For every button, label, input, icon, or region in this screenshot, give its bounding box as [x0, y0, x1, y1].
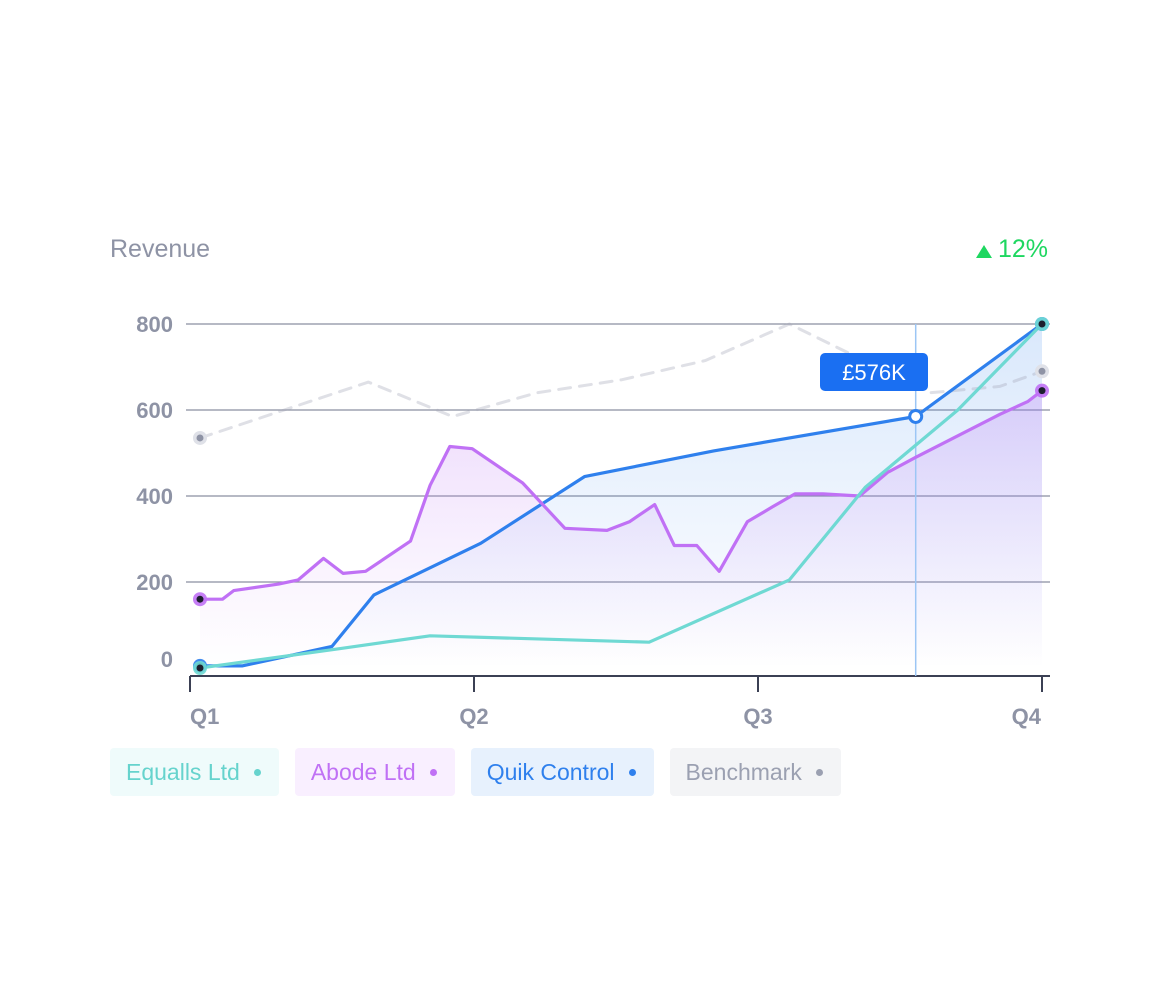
series-point-center [1038, 320, 1046, 328]
series-point-center [1038, 387, 1046, 395]
x-tick-label: Q4 [1012, 704, 1042, 729]
y-axis-ticks: 0 200 400 600 800 [136, 312, 173, 672]
x-axis [189, 675, 1050, 692]
legend-label: Abode Ltd [310, 758, 416, 785]
area-fill-abode-ltd [200, 390, 1042, 668]
legend-dot-icon [429, 768, 437, 776]
series-point-center [196, 595, 204, 603]
chart-title: Revenue [110, 235, 210, 263]
legend-dot-icon [253, 768, 261, 776]
series-line-abode-ltd [198, 389, 1044, 601]
tooltip-box [820, 353, 928, 391]
x-tick-label: Q3 [743, 704, 772, 729]
series-point-center [196, 434, 204, 442]
legend-label: Equalls Ltd [126, 758, 240, 785]
y-tick-label: 400 [136, 484, 173, 509]
y-tick-label: 800 [136, 312, 173, 337]
series-lines [198, 322, 1044, 670]
legend-item-quik-control[interactable]: Quik Control [470, 748, 654, 796]
legend-item-equalls-ltd[interactable]: Equalls Ltd [110, 748, 279, 796]
x-tick-label: Q2 [459, 704, 488, 729]
legend-item-benchmark[interactable]: Benchmark [669, 748, 841, 796]
series-point-center [1038, 367, 1046, 375]
y-tick-label: 200 [136, 570, 173, 595]
change-percent: 12% [998, 235, 1048, 263]
x-tick-label: Q1 [190, 704, 219, 729]
y-tick-label: 600 [136, 398, 173, 423]
y-tick-label: 0 [161, 647, 173, 672]
series-fills [200, 324, 1042, 668]
tooltip-label: £576K [842, 360, 906, 385]
series-endpoints [193, 317, 1049, 675]
legend-dot-icon [815, 768, 823, 776]
legend-label: Quik Control [486, 758, 615, 785]
legend: Equalls Ltd Abode Ltd Quik Control Bench… [110, 748, 841, 796]
series-line-benchmark [198, 322, 1044, 440]
series-line-equalls-ltd [198, 322, 1044, 670]
legend-item-abode-ltd[interactable]: Abode Ltd [294, 748, 455, 796]
legend-label: Benchmark [685, 758, 802, 785]
tooltip-point [908, 408, 924, 424]
triangle-up-icon [976, 245, 992, 258]
x-axis-ticks: Q1 Q2 Q3 Q4 [190, 704, 1042, 729]
legend-dot-icon [628, 768, 636, 776]
tooltip: £576K [820, 353, 928, 391]
series-point-center [196, 664, 204, 672]
